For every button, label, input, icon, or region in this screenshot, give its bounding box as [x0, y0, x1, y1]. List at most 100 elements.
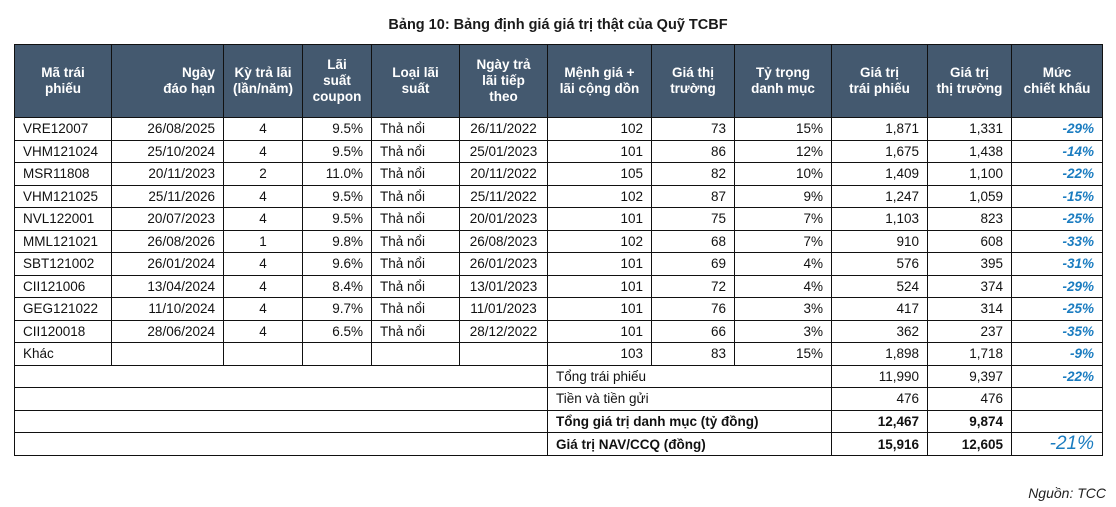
cell-frequency: 4: [223, 139, 303, 163]
cell-weight: 7%: [734, 229, 832, 253]
cell-par-accrued: 102: [547, 184, 652, 208]
cell-discount: -15%: [1011, 184, 1103, 208]
cell-weight: 15%: [734, 342, 832, 366]
cell-next-payment: 28/12/2022: [459, 319, 548, 343]
header-maturity: Ngày đáo hạn: [111, 44, 224, 118]
cell-market-price: 76: [651, 297, 735, 321]
cell-next-payment: [459, 342, 548, 366]
cell-discount: -14%: [1011, 139, 1103, 163]
cell-maturity: 26/08/2026: [111, 229, 224, 253]
cell-bond-value: 524: [831, 274, 928, 298]
cell-rate-type: Thả nổi: [371, 207, 460, 231]
cell-code: CII120018: [14, 319, 112, 343]
summary-row-cash: Tiền và tiền gửi 476 476: [14, 387, 1103, 411]
cell-frequency: 4: [223, 184, 303, 208]
cell-rate-type: Thả nổi: [371, 252, 460, 276]
cell-maturity: 13/04/2024: [111, 274, 224, 298]
cell-bond-value: 417: [831, 297, 928, 321]
cell-rate-type: [371, 342, 460, 366]
cell-maturity: 28/06/2024: [111, 319, 224, 343]
cell-coupon: 9.7%: [302, 297, 372, 321]
cell-par-accrued: 101: [547, 252, 652, 276]
summary-discount: -21%: [1011, 432, 1103, 456]
header-rate-type: Loại lãi suất: [371, 44, 460, 118]
cell-frequency: 2: [223, 162, 303, 186]
cell-bond-value: 1,103: [831, 207, 928, 231]
cell-market-value: 823: [927, 207, 1012, 231]
cell-bond-value: 1,675: [831, 139, 928, 163]
cell-rate-type: Thả nổi: [371, 229, 460, 253]
summary-discount: [1011, 409, 1103, 433]
cell-market-price: 73: [651, 117, 735, 141]
cell-next-payment: 26/08/2023: [459, 229, 548, 253]
cell-par-accrued: 102: [547, 117, 652, 141]
cell-par-accrued: 102: [547, 229, 652, 253]
summary-discount: [1011, 387, 1103, 411]
cell-market-price: 87: [651, 184, 735, 208]
cell-code: MSR11808: [14, 162, 112, 186]
table-row: MML121021 26/08/2026 1 9.8% Thả nổi 26/08/202…: [14, 229, 1103, 253]
cell-code: NVL122001: [14, 207, 112, 231]
summary-bond-value: 11,990: [831, 364, 928, 388]
table-row: VHM121025 25/11/2026 4 9.5% Thả nổi 25/11/202…: [14, 184, 1103, 208]
cell-rate-type: Thả nổi: [371, 117, 460, 141]
cell-code: CII121006: [14, 274, 112, 298]
summary-bond-value: 12,467: [831, 409, 928, 433]
table-row: CII121006 13/04/2024 4 8.4% Thả nổi 13/01/202…: [14, 274, 1103, 298]
cell-discount: -35%: [1011, 319, 1103, 343]
cell-market-price: 86: [651, 139, 735, 163]
header-market-value: Giá trị thị trường: [927, 44, 1012, 118]
cell-market-value: 1,718: [927, 342, 1012, 366]
cell-bond-value: 1,409: [831, 162, 928, 186]
cell-weight: 4%: [734, 252, 832, 276]
cell-bond-value: 1,871: [831, 117, 928, 141]
cell-frequency: 4: [223, 319, 303, 343]
cell-market-value: 374: [927, 274, 1012, 298]
valuation-table: Mã trái phiếu Ngày đáo hạn Kỳ trả lãi (lần/…: [14, 44, 1103, 456]
cell-discount: -25%: [1011, 207, 1103, 231]
cell-rate-type: Thả nổi: [371, 162, 460, 186]
header-weight: Tỷ trọng danh mục: [734, 44, 832, 118]
header-next-payment: Ngày trả lãi tiếp theo: [459, 44, 548, 118]
cell-weight: 15%: [734, 117, 832, 141]
cell-rate-type: Thả nổi: [371, 139, 460, 163]
header-code: Mã trái phiếu: [14, 44, 112, 118]
cell-bond-value: 910: [831, 229, 928, 253]
cell-market-value: 314: [927, 297, 1012, 321]
cell-par-accrued: 103: [547, 342, 652, 366]
cell-code: MML121021: [14, 229, 112, 253]
cell-code: VHM121025: [14, 184, 112, 208]
cell-next-payment: 11/01/2023: [459, 297, 548, 321]
summary-discount: -22%: [1011, 364, 1103, 388]
cell-coupon: 9.5%: [302, 117, 372, 141]
cell-weight: 12%: [734, 139, 832, 163]
source-note: Nguồn: TCC: [1028, 485, 1106, 501]
cell-maturity: 20/07/2023: [111, 207, 224, 231]
table-row: MSR11808 20/11/2023 2 11.0% Thả nổi 20/11/202…: [14, 162, 1103, 186]
cell-coupon: 11.0%: [302, 162, 372, 186]
cell-market-value: 1,059: [927, 184, 1012, 208]
cell-maturity: 11/10/2024: [111, 297, 224, 321]
cell-discount: -29%: [1011, 117, 1103, 141]
cell-maturity: 26/08/2025: [111, 117, 224, 141]
cell-next-payment: 26/01/2023: [459, 252, 548, 276]
header-coupon: Lãi suất coupon: [302, 44, 372, 118]
cell-weight: 9%: [734, 184, 832, 208]
summary-market-value: 9,397: [927, 364, 1012, 388]
cell-par-accrued: 105: [547, 162, 652, 186]
header-market-price: Giá thị trường: [651, 44, 735, 118]
table-row-other: Khác 103 83 15% 1,898 1,718 -9%: [14, 342, 1103, 366]
cell-maturity: 20/11/2023: [111, 162, 224, 186]
cell-coupon: 6.5%: [302, 319, 372, 343]
table-row: SBT121002 26/01/2024 4 9.6% Thả nổi 26/01/202…: [14, 252, 1103, 276]
cell-rate-type: Thả nổi: [371, 184, 460, 208]
summary-market-value: 9,874: [927, 409, 1012, 433]
summary-row-total-bonds: Tổng trái phiếu 11,990 9,397 -22%: [14, 364, 1103, 388]
cell-weight: 4%: [734, 274, 832, 298]
cell-code: SBT121002: [14, 252, 112, 276]
cell-market-price: 75: [651, 207, 735, 231]
summary-label: Giá trị NAV/CCQ (đồng): [547, 432, 832, 456]
cell-par-accrued: 101: [547, 274, 652, 298]
cell-coupon: 8.4%: [302, 274, 372, 298]
cell-code: GEG121022: [14, 297, 112, 321]
